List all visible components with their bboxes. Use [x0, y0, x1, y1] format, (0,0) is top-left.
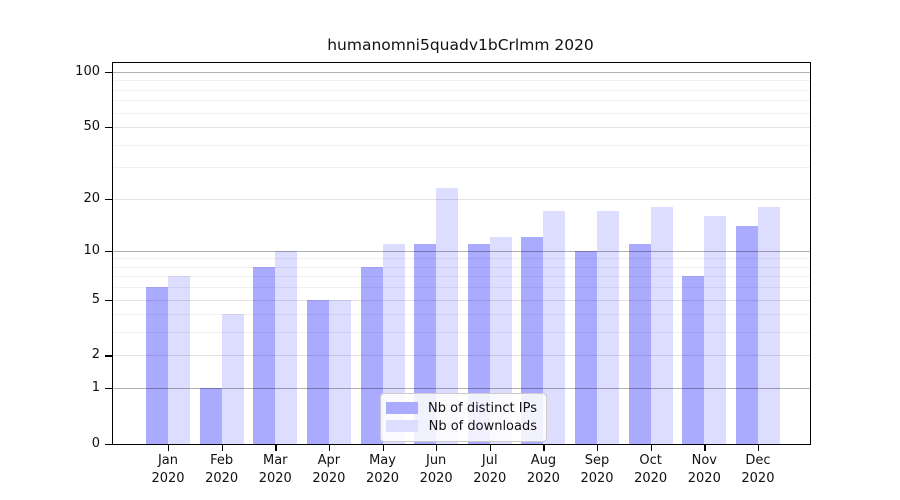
x-tick-mark-sep [597, 445, 599, 451]
gridlines-layer [113, 63, 810, 444]
bar-downloads-aug [543, 211, 566, 444]
x-tick-mark-feb [221, 445, 223, 451]
x-tick-mark-oct [650, 445, 652, 451]
y-tick-mark-0 [105, 444, 112, 446]
gridline-9 [113, 258, 810, 260]
gridline-2 [113, 355, 810, 357]
x-tick-label-sep: Sep 2020 [580, 453, 614, 486]
gridline-6 [113, 287, 810, 289]
gridline-80 [113, 89, 810, 91]
x-tick-label-dec: Dec 2020 [741, 453, 775, 486]
gridline-90 [113, 80, 810, 82]
y-tick-label-1: 1 [91, 380, 100, 396]
gridline-4 [113, 314, 810, 316]
y-tick-label-100: 100 [75, 64, 100, 79]
x-tick-mark-dec [757, 445, 760, 451]
x-tick-mark-apr [328, 445, 331, 451]
y-tick-mark-10 [105, 250, 112, 252]
x-tick-label-mar: Mar 2020 [258, 453, 292, 486]
y-tick-mark-2 [105, 355, 112, 357]
gridline-5 [113, 299, 810, 301]
y-tick-label-0: 0 [91, 436, 100, 451]
gridline-100 [113, 72, 810, 73]
gridline-3 [113, 332, 810, 334]
gridline-50 [113, 127, 810, 129]
y-tick-label-5: 5 [91, 291, 100, 307]
y-tick-mark-1 [105, 388, 112, 390]
gridline-40 [113, 144, 810, 146]
bar-distinct-ips-sep [575, 250, 598, 444]
legend-swatch-downloads [386, 420, 418, 432]
bar-downloads-feb [221, 314, 244, 444]
bar-distinct-ips-jan [146, 287, 168, 444]
plot-area [112, 62, 811, 445]
gridline-20 [113, 198, 810, 200]
bar-downloads-mar [275, 250, 298, 444]
gridline-10 [113, 250, 810, 252]
y-tick-label-50: 50 [83, 119, 100, 135]
bar-distinct-ips-may [360, 266, 383, 444]
x-tick-label-nov: Nov 2020 [687, 453, 721, 486]
bar-distinct-ips-feb [199, 388, 222, 444]
bar-downloads-dec [757, 206, 780, 444]
legend-item-downloads: Nb of downloads [386, 417, 537, 435]
bar-downloads-nov [704, 215, 727, 444]
bar-distinct-ips-oct [628, 243, 651, 444]
x-tick-label-feb: Feb 2020 [205, 453, 239, 486]
y-tick-label-20: 20 [83, 190, 100, 206]
chart-title: humanomni5quadv1bCrlmm 2020 [327, 36, 594, 54]
x-tick-label-aug: Aug 2020 [526, 453, 560, 486]
gridline-70 [113, 100, 810, 102]
x-tick-mark-jul [489, 445, 492, 451]
y-tick-mark-20 [105, 198, 112, 200]
x-tick-label-jun: Jun 2020 [419, 453, 453, 486]
gridline-60 [113, 112, 810, 114]
x-tick-label-jan: Jan 2020 [151, 453, 185, 486]
x-tick-mark-aug [543, 445, 545, 451]
gridline-7 [113, 276, 810, 278]
x-tick-mark-jan [168, 445, 170, 451]
bar-distinct-ips-apr [306, 299, 329, 444]
gridline-8 [113, 266, 810, 268]
y-tick-mark-50 [105, 127, 112, 129]
gridline-1 [113, 388, 810, 390]
x-tick-mark-mar [275, 445, 277, 451]
bar-distinct-ips-dec [735, 225, 758, 444]
legend-swatch-distinct-ips [386, 402, 418, 414]
x-tick-label-oct: Oct 2020 [634, 453, 668, 486]
bar-downloads-apr [328, 299, 351, 444]
x-tick-mark-jun [436, 445, 438, 451]
x-tick-label-may: May 2020 [365, 453, 400, 486]
x-tick-label-jul: Jul 2020 [473, 453, 507, 486]
bar-distinct-ips-aug [521, 237, 544, 444]
bar-downloads-oct [650, 206, 673, 444]
bar-distinct-ips-mar [253, 266, 276, 444]
x-tick-label-apr: Apr 2020 [312, 453, 346, 486]
y-tick-label-10: 10 [83, 242, 100, 258]
bar-downloads-sep [597, 211, 620, 444]
y-tick-mark-5 [105, 299, 112, 301]
legend-label-downloads: Nb of downloads [428, 418, 537, 434]
legend-item-distinct-ips: Nb of distinct IPs [386, 399, 537, 417]
x-tick-mark-may [382, 445, 384, 451]
bar-downloads-jul [489, 237, 512, 444]
bar-downloads-jun [436, 187, 459, 444]
legend: Nb of distinct IPs Nb of downloads [380, 393, 547, 442]
gridline-30 [113, 167, 810, 169]
bar-downloads-jan [168, 276, 190, 444]
y-tick-label-2: 2 [91, 347, 100, 363]
legend-label-distinct-ips: Nb of distinct IPs [428, 400, 537, 416]
y-tick-mark-100 [105, 72, 112, 74]
x-tick-mark-nov [704, 445, 706, 451]
bar-distinct-ips-nov [682, 276, 705, 444]
